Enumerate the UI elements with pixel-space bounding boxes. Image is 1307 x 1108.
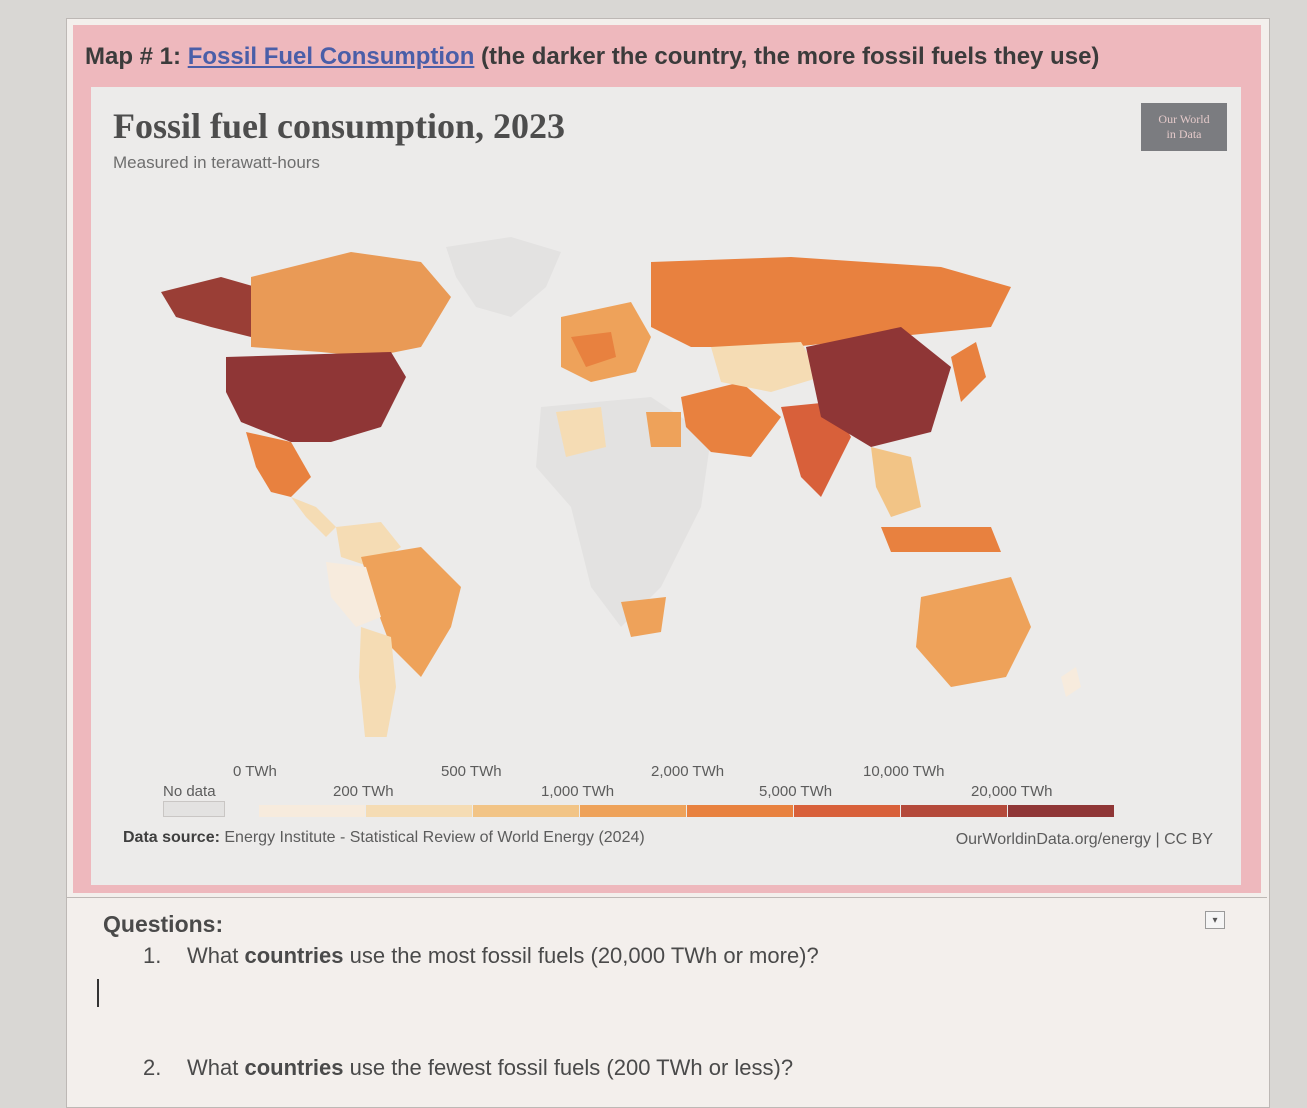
legend-label-20000: 20,000 TWh [971, 783, 1053, 800]
mexico [246, 432, 311, 497]
africa [536, 397, 711, 627]
chart-subtitle: Measured in terawatt-hours [113, 153, 320, 172]
source-label: Data source: [123, 829, 220, 846]
question-1-pre: What [187, 943, 245, 968]
heading-suffix: (the darker the country, the more fossil… [474, 43, 1100, 70]
australia [916, 577, 1031, 687]
legend-bin-5 [794, 805, 900, 817]
alaska [161, 277, 256, 337]
question-1-number: 1. [143, 943, 162, 968]
section-divider [67, 897, 1267, 898]
document-page: Map # 1: Fossil Fuel Consumption (the da… [66, 18, 1270, 1108]
legend-label-500: 500 TWh [441, 763, 502, 780]
egypt [646, 412, 681, 447]
question-1: 1. What countries use the most fossil fue… [143, 943, 819, 969]
questions-heading: Questions: [103, 911, 224, 937]
indonesia [881, 527, 1001, 552]
legend-bin-7 [1008, 805, 1114, 817]
source-text: Energy Institute - Statistical Review of… [219, 829, 645, 846]
chart-title: Fossil fuel consumption, 2023 [113, 106, 566, 146]
question-2-pre: What [187, 1055, 245, 1080]
legend-no-data: No data [163, 783, 216, 800]
legend-bin-0 [259, 805, 365, 817]
question-1-bold: countries [244, 943, 344, 968]
japan-korea [951, 342, 986, 402]
legend-label-5000: 5,000 TWh [759, 783, 833, 800]
questions-section: Questions: ▾ 1. What countries use the mo… [67, 899, 1267, 1107]
legend-label-1000: 1,000 TWh [541, 783, 615, 800]
argentina-chile [359, 627, 396, 737]
fossil-fuel-link[interactable]: Fossil Fuel Consumption [187, 43, 475, 70]
chart-panel: Fossil fuel consumption, 2023 Measured i… [91, 87, 1241, 885]
heading-prefix: Map # 1: [85, 43, 188, 70]
china [806, 327, 951, 447]
central-america [291, 497, 336, 537]
question-2-post: use the fewest fossil fuels (200 TWh or … [343, 1055, 794, 1080]
owid-logo[interactable]: Our World in Data [1141, 103, 1227, 151]
legend-bin-1 [366, 805, 472, 817]
legend: No data 0 TWh 500 TWh 2,000 TWh 10,000 T… [91, 747, 1241, 817]
middle-east [681, 382, 781, 457]
southeast-asia [871, 447, 921, 517]
logo-line1: Our World [1158, 112, 1210, 126]
legend-label-10000: 10,000 TWh [863, 763, 945, 780]
legend-label-0: 0 TWh [233, 763, 277, 780]
russia [651, 257, 1011, 347]
legend-label-2000: 2,000 TWh [651, 763, 725, 780]
legend-bin-2 [473, 805, 579, 817]
algeria [556, 407, 606, 457]
peru-bolivia [326, 562, 381, 627]
logo-line2: in Data [1166, 127, 1202, 141]
legend-label-200: 200 TWh [333, 783, 394, 800]
central-asia [711, 342, 821, 392]
united-states [226, 352, 406, 442]
legend-no-data-swatch [163, 801, 225, 817]
south-africa [621, 597, 666, 637]
greenland [446, 237, 561, 317]
question-1-post: use the most fossil fuels (20,000 TWh or… [343, 943, 819, 968]
text-cursor[interactable] [97, 979, 99, 1007]
map-heading: Map # 1: Fossil Fuel Consumption (the da… [85, 43, 1099, 71]
legend-bin-3 [580, 805, 686, 817]
dropdown-icon[interactable]: ▾ [1205, 911, 1225, 929]
western-europe [571, 332, 616, 367]
canada [251, 252, 451, 357]
data-source: Data source: Energy Institute - Statisti… [123, 829, 645, 847]
india [781, 402, 851, 497]
question-2-bold: countries [244, 1055, 344, 1080]
owid-energy-link[interactable]: OurWorldinData.org/energy | CC BY [955, 831, 1213, 848]
map-section: Map # 1: Fossil Fuel Consumption (the da… [73, 25, 1261, 893]
world-map [161, 237, 1081, 737]
new-zealand [1061, 667, 1081, 697]
legend-bin-6 [901, 805, 1007, 817]
brazil [361, 547, 461, 677]
question-2-number: 2. [143, 1055, 162, 1080]
legend-bin-4 [687, 805, 793, 817]
question-2: 2. What countries use the fewest fossil f… [143, 1055, 793, 1081]
